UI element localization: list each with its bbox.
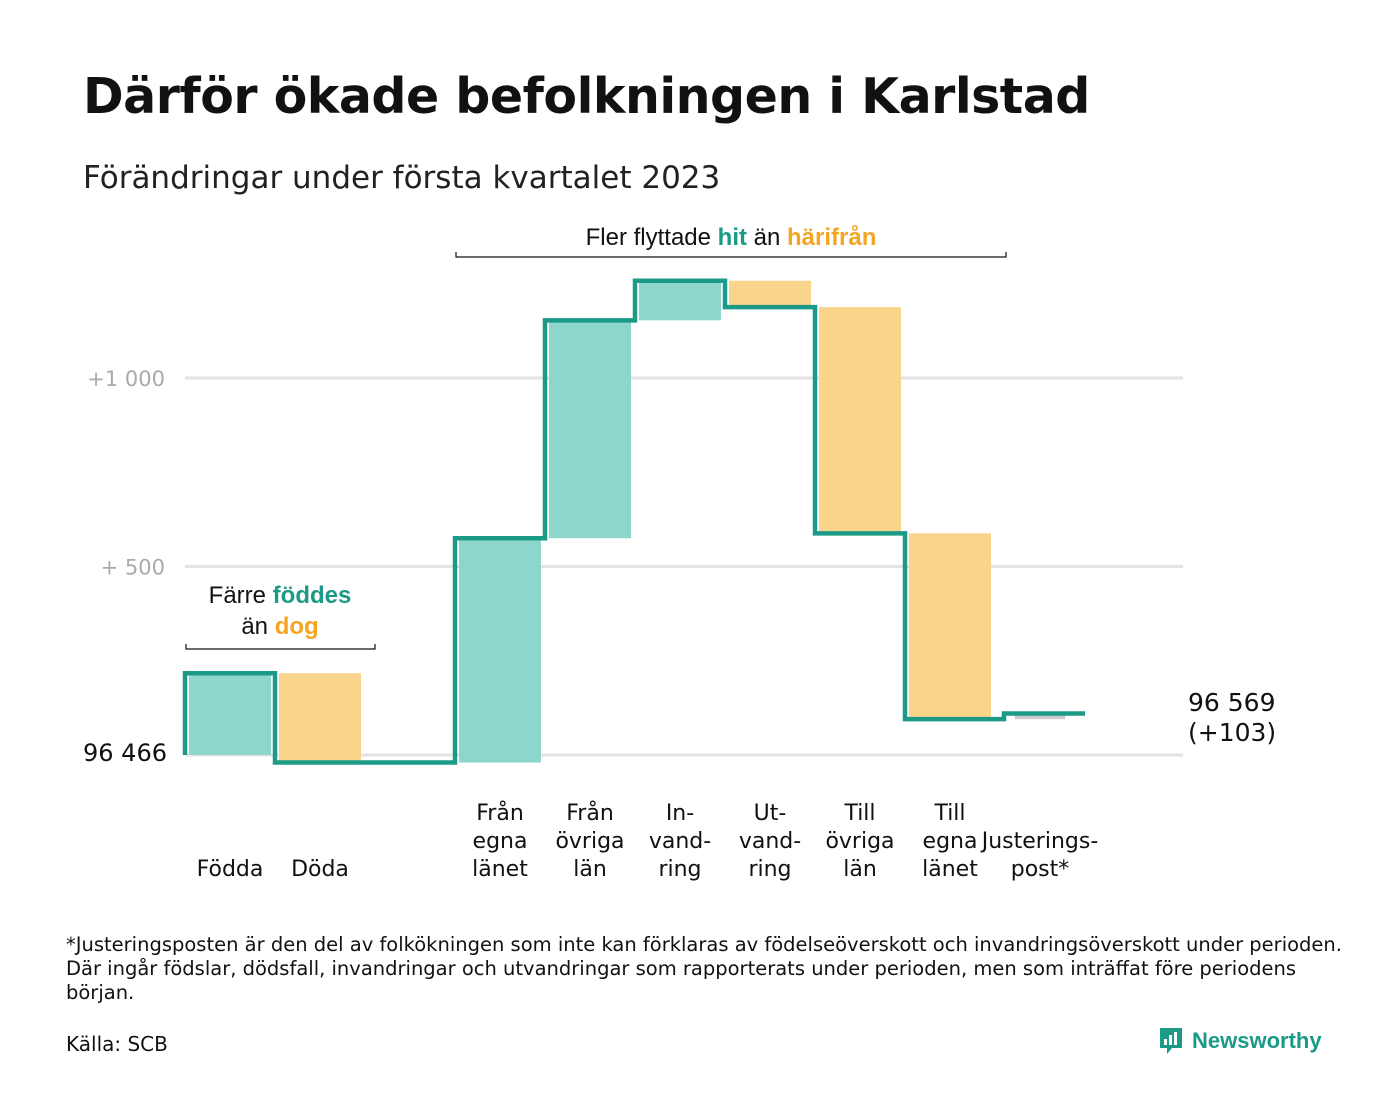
brand-name: Newsworthy <box>1192 1028 1322 1053</box>
annotation-births-bracket <box>185 644 376 650</box>
bar-2 <box>279 673 361 763</box>
annotation-births-line2-part: än <box>241 613 274 640</box>
annotation-births-line1: Färre föddes <box>209 582 352 609</box>
bar-7 <box>729 280 811 308</box>
waterfall-chart: + 500 +1 000 Födda Döda Från egna länet Från övr… <box>83 224 1276 882</box>
y-tick-label: +1 000 <box>87 367 165 391</box>
x-tick-label: Födda <box>197 857 264 882</box>
x-tick-label: vand- <box>649 829 711 854</box>
newsworthy-logo-icon <box>1160 1028 1182 1054</box>
annotation-births-line1-part: föddes <box>273 582 352 609</box>
series-line <box>182 278 1085 765</box>
x-tick-label: länet <box>922 857 978 882</box>
brand-logo: Newsworthy <box>1158 1026 1322 1056</box>
x-tick-label: länet <box>472 857 528 882</box>
annotation-migration: Fler flyttade hit än härifrån <box>586 224 877 251</box>
bar-6 <box>639 280 721 321</box>
annotation-births-line1-part: Färre <box>209 582 273 609</box>
x-tick-label: övriga <box>825 829 894 854</box>
end-change-label: (+103) <box>1188 718 1276 747</box>
x-tick-label: In- <box>666 801 694 826</box>
x-tick-label: Från <box>566 800 614 826</box>
end-value-label: 96 569 <box>1188 688 1275 717</box>
annotation-births-line2-part: dog <box>275 613 319 640</box>
annotation-migration-part: Fler flyttade <box>586 224 718 251</box>
x-tick-label: Döda <box>291 857 349 882</box>
x-tick-label: Från <box>476 800 524 826</box>
chart-subtitle: Förändringar under första kvartalet 2023 <box>83 160 721 196</box>
bar-4 <box>459 538 541 763</box>
annotation-migration-part: härifrån <box>787 224 876 251</box>
footnote: *Justeringsposten är den del av folkökni… <box>66 933 1342 1004</box>
bar-9 <box>909 533 991 720</box>
x-tick-label: egna <box>923 829 978 854</box>
annotation-migration-part: än <box>747 224 787 251</box>
x-tick-label: post* <box>1011 857 1070 882</box>
bar-8 <box>819 307 901 534</box>
y-tick-label: + 500 <box>101 556 165 580</box>
x-tick-label: Ut- <box>754 801 787 826</box>
bar-5 <box>549 320 631 539</box>
x-tick-label: Justerings- <box>980 829 1099 854</box>
x-tick-label: ring <box>658 857 701 882</box>
x-tick-label: egna <box>473 829 528 854</box>
x-tick-label: övriga <box>555 829 624 854</box>
annotation-births-line2: än dog <box>241 613 318 640</box>
source-label: Källa: SCB <box>66 1032 168 1056</box>
annotation-migration-bracket <box>455 252 1007 258</box>
annotation-migration-part: hit <box>718 224 747 251</box>
x-tick-label: län <box>573 857 607 882</box>
x-tick-label: Till <box>843 801 875 826</box>
x-tick-label: ring <box>748 857 791 882</box>
x-tick-label: län <box>843 857 877 882</box>
chart-title: Därför ökade befolkningen i Karlstad <box>83 68 1090 125</box>
bar-10 <box>1015 713 1065 720</box>
x-tick-label: Till <box>933 801 965 826</box>
bar-1 <box>189 673 271 755</box>
start-value-label: 96 466 <box>83 739 167 767</box>
x-tick-label: vand- <box>739 829 801 854</box>
